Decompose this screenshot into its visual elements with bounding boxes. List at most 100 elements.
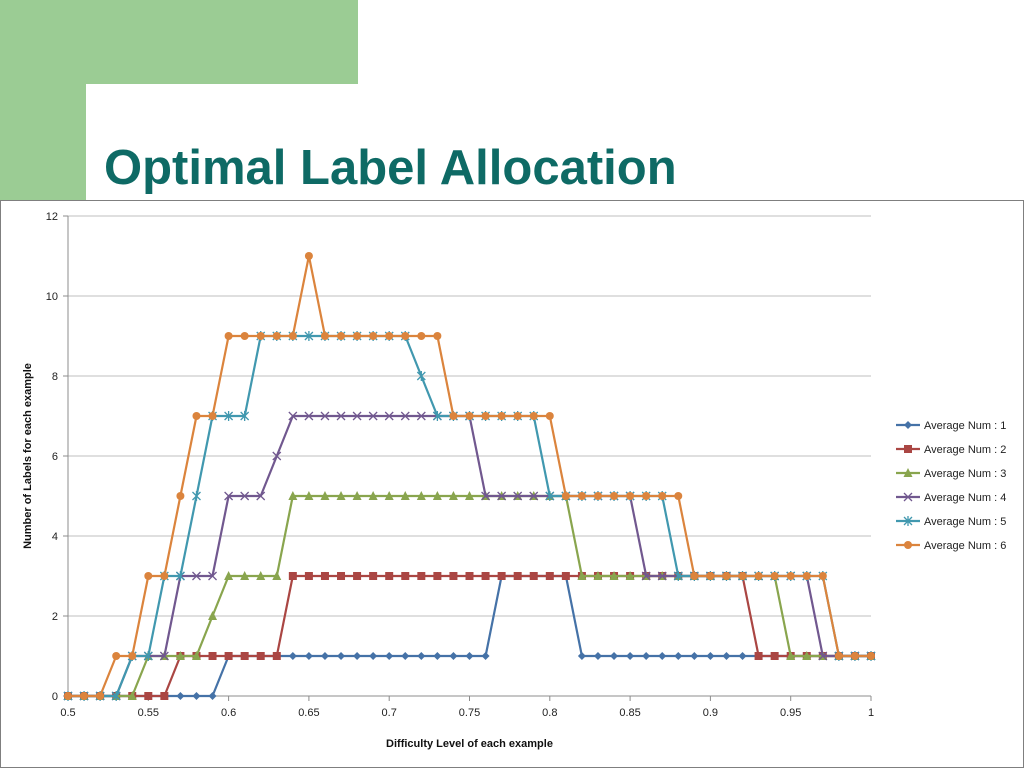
x-tick-label: 0.9 [703, 707, 718, 719]
data-point-series-1 [658, 652, 667, 660]
data-point-series-4 [400, 411, 410, 421]
legend-label-2: Average Num : 2 [924, 444, 1006, 456]
data-point-series-5 [192, 491, 201, 501]
data-point-series-1 [593, 652, 602, 660]
data-point-series-6 [658, 492, 667, 500]
data-point-series-3 [336, 491, 346, 500]
y-tick-label: 8 [52, 371, 58, 383]
data-point-series-1 [465, 652, 474, 660]
data-point-series-1 [610, 652, 619, 660]
data-point-series-6 [433, 332, 442, 340]
data-point-series-2 [240, 652, 249, 660]
data-point-series-1 [385, 652, 394, 660]
y-tick-label: 12 [46, 211, 58, 223]
x-tick-label: 0.8 [542, 707, 557, 719]
data-point-series-6 [208, 412, 217, 420]
data-point-series-3 [432, 491, 442, 500]
data-point-series-1 [738, 652, 747, 660]
data-point-series-1 [642, 652, 651, 660]
data-point-series-6 [465, 412, 474, 420]
data-point-series-3 [240, 571, 250, 580]
data-point-series-3 [577, 571, 587, 580]
data-point-series-1 [433, 652, 442, 660]
data-point-series-2 [224, 652, 233, 660]
data-point-series-4 [224, 491, 234, 501]
y-tick-label: 6 [52, 451, 58, 463]
data-point-series-4 [352, 411, 362, 421]
data-point-series-2 [465, 572, 474, 580]
data-point-series-4 [256, 491, 266, 501]
data-point-series-1 [353, 652, 362, 660]
data-point-series-3 [175, 651, 185, 660]
legend-label-4: Average Num : 4 [924, 492, 1006, 504]
data-point-series-5 [111, 691, 121, 701]
data-point-series-6 [802, 572, 811, 580]
y-tick-label: 2 [52, 611, 58, 623]
y-axis-title: Number of Labels for each example [22, 363, 34, 549]
data-point-series-4 [529, 491, 539, 501]
data-point-series-3 [272, 571, 282, 580]
data-point-series-6 [834, 652, 843, 660]
data-point-series-4 [481, 491, 491, 501]
data-point-series-2 [497, 572, 506, 580]
data-point-series-5 [224, 411, 234, 421]
data-point-series-3 [786, 651, 796, 660]
data-point-series-4 [192, 571, 201, 581]
data-point-series-4 [657, 571, 667, 581]
data-point-series-1 [208, 692, 217, 700]
data-point-series-1 [288, 652, 297, 660]
data-point-series-2 [513, 572, 522, 580]
data-point-series-6 [770, 572, 779, 580]
data-point-series-3 [465, 491, 474, 500]
x-tick-label: 0.85 [619, 707, 640, 719]
data-point-series-6 [176, 492, 185, 500]
data-point-series-5 [673, 571, 683, 581]
data-point-series-1 [401, 652, 410, 660]
data-point-series-2 [320, 572, 329, 580]
data-point-series-1 [706, 652, 715, 660]
data-point-series-1 [690, 652, 699, 660]
data-point-series-1 [320, 652, 329, 660]
x-tick-label: 0.95 [780, 707, 801, 719]
data-point-series-4 [368, 411, 378, 421]
data-point-series-1 [449, 652, 458, 660]
chart-frame: 0 2 4 6 8 10 12 0.5 0.55 0.6 0.65 0.7 0.75 0.8 0.85 0.9… [0, 200, 1024, 768]
data-point-series-1 [674, 652, 683, 660]
data-point-series-5 [304, 331, 314, 341]
data-point-series-2 [754, 652, 763, 660]
data-point-series-6 [112, 652, 121, 660]
data-point-series-6 [577, 492, 586, 500]
legend-marker-1 [904, 421, 912, 429]
data-point-series-6 [690, 572, 699, 580]
x-tick-label: 0.6 [221, 707, 236, 719]
data-point-series-6 [754, 572, 763, 580]
data-point-series-3 [320, 491, 330, 500]
data-point-series-2 [417, 572, 426, 580]
data-point-series-6 [353, 332, 362, 340]
data-point-series-1 [304, 652, 313, 660]
data-point-series-1 [176, 692, 185, 700]
data-point-series-5 [545, 491, 555, 501]
legend-marker-2 [904, 445, 912, 453]
data-point-series-5 [175, 571, 185, 581]
data-point-series-1 [722, 652, 731, 660]
legend-label-1: Average Num : 1 [924, 420, 1006, 432]
data-point-series-5 [143, 651, 153, 661]
data-point-series-3 [352, 491, 362, 500]
data-point-series-3 [208, 611, 218, 620]
data-point-series-4 [336, 411, 346, 421]
data-point-series-6 [529, 412, 538, 420]
data-point-series-2 [160, 692, 169, 700]
data-point-series-4 [384, 411, 394, 421]
data-point-series-2 [304, 572, 313, 580]
data-point-series-4 [320, 411, 330, 421]
data-point-series-2 [272, 652, 281, 660]
data-point-series-6 [320, 332, 329, 340]
legend-marker-4 [903, 492, 913, 502]
data-point-series-6 [850, 652, 859, 660]
data-point-series-6 [674, 492, 683, 500]
data-point-series-6 [867, 652, 875, 660]
y-tick-label: 10 [46, 291, 58, 303]
series-line-3 [68, 494, 871, 698]
data-point-series-6 [96, 692, 105, 700]
